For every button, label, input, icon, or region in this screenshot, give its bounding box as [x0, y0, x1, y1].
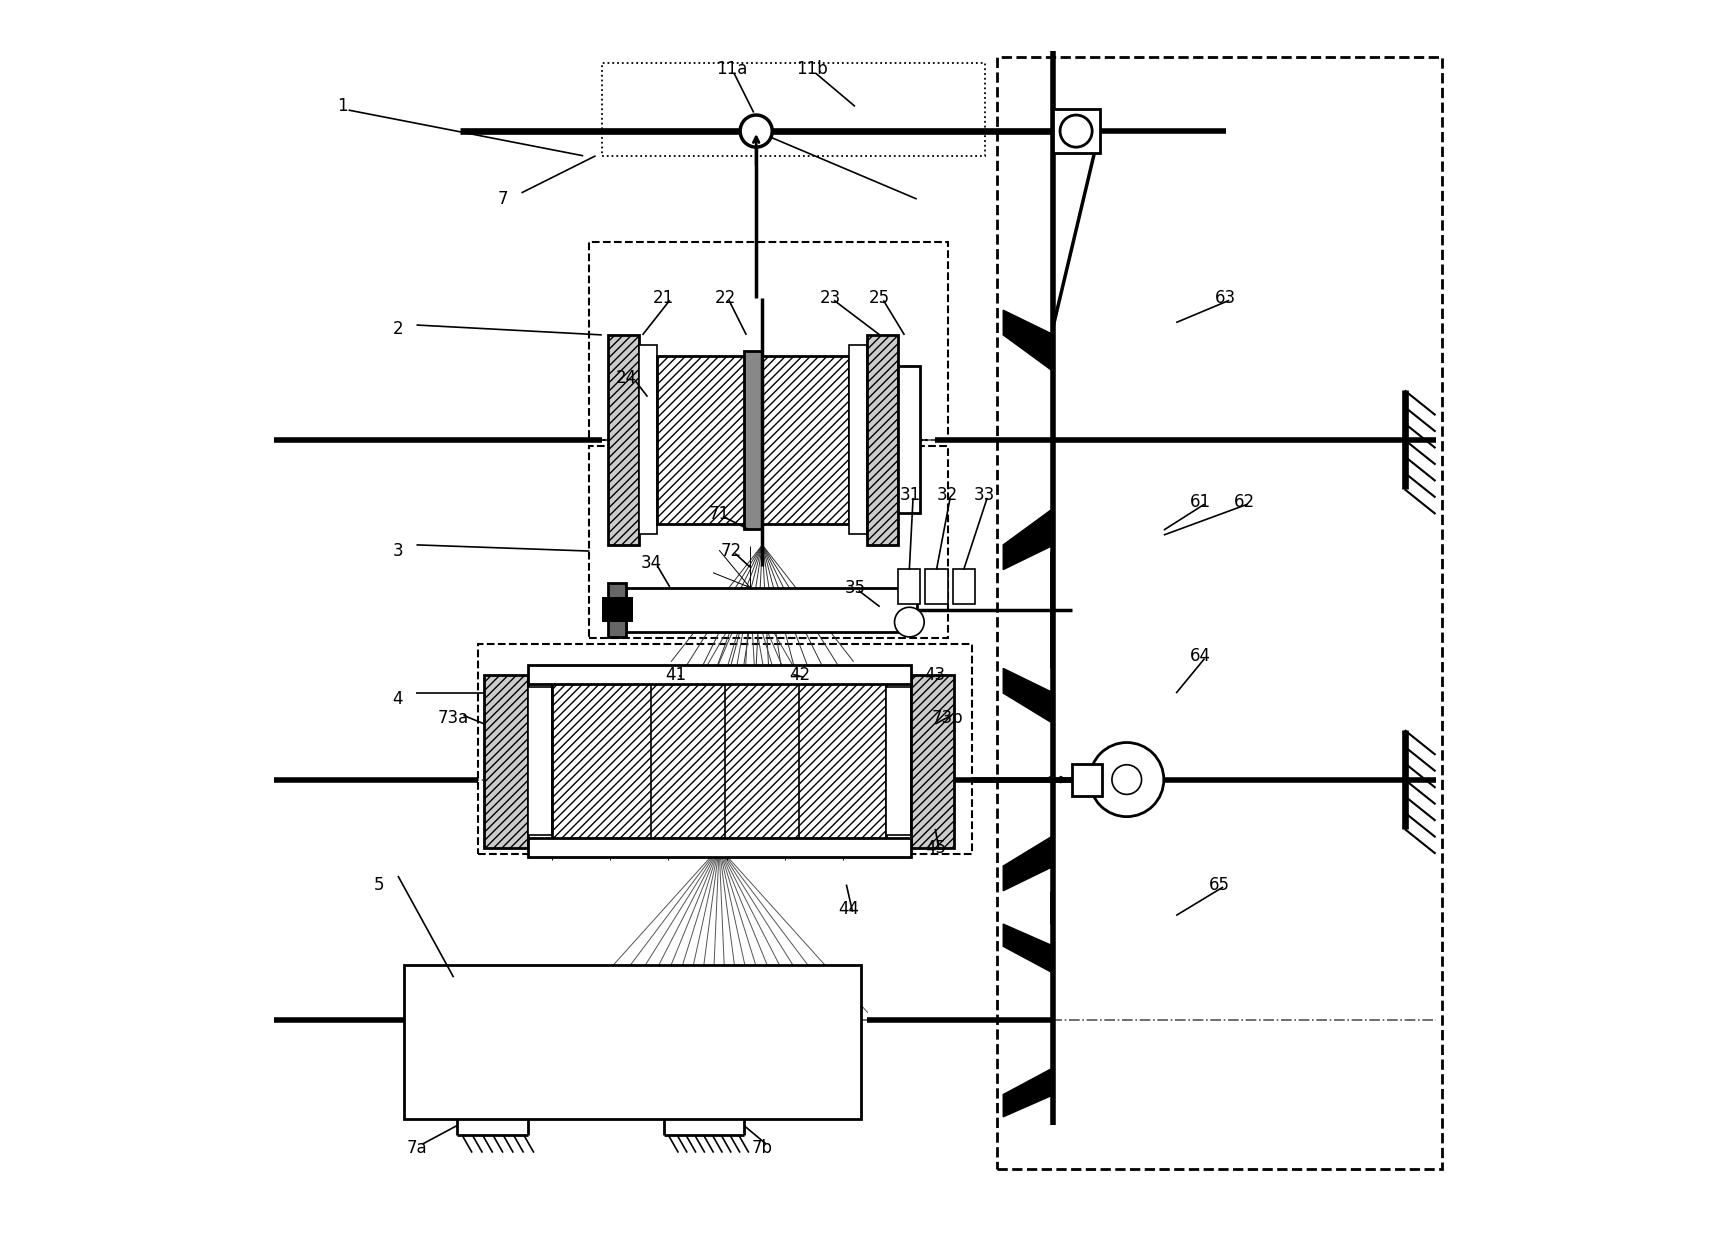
Bar: [484, 675, 528, 848]
Text: 45: 45: [925, 838, 946, 857]
Bar: [528, 687, 552, 836]
Bar: [602, 63, 985, 156]
Text: 7: 7: [498, 189, 508, 208]
Text: 65: 65: [1209, 875, 1229, 894]
Text: 34: 34: [641, 555, 662, 572]
Bar: [602, 598, 633, 621]
Text: 5: 5: [374, 875, 385, 894]
Text: 1: 1: [337, 98, 347, 115]
Polygon shape: [1004, 924, 1053, 973]
Text: 42: 42: [788, 666, 811, 683]
Bar: [528, 838, 911, 858]
Bar: [898, 366, 920, 514]
Text: 64: 64: [1190, 647, 1211, 665]
Bar: [997, 57, 1442, 1169]
Bar: [911, 675, 954, 848]
Text: 71: 71: [708, 505, 730, 522]
Circle shape: [1060, 115, 1093, 147]
Text: 2: 2: [393, 319, 404, 338]
Text: 4: 4: [393, 691, 404, 708]
Polygon shape: [1004, 311, 1053, 371]
Text: 3: 3: [393, 542, 404, 560]
Text: 61: 61: [1190, 493, 1211, 510]
Bar: [657, 355, 848, 524]
Bar: [609, 583, 626, 636]
Polygon shape: [1004, 1067, 1053, 1117]
Text: 62: 62: [1233, 493, 1255, 510]
Bar: [590, 446, 947, 638]
Bar: [590, 243, 947, 439]
Circle shape: [740, 115, 773, 147]
Bar: [640, 345, 657, 535]
Text: 24: 24: [616, 369, 638, 387]
Circle shape: [1089, 743, 1165, 817]
Text: 43: 43: [925, 666, 946, 683]
Text: 11a: 11a: [716, 61, 747, 78]
Bar: [744, 350, 763, 529]
Bar: [1053, 109, 1100, 154]
Text: 22: 22: [715, 288, 735, 307]
Text: 31: 31: [899, 487, 922, 504]
Text: 63: 63: [1216, 288, 1236, 307]
Text: 7b: 7b: [752, 1139, 773, 1156]
Bar: [404, 964, 862, 1119]
Text: 44: 44: [838, 900, 860, 919]
Text: 35: 35: [845, 579, 865, 597]
Text: 23: 23: [819, 288, 841, 307]
Bar: [552, 681, 886, 842]
Bar: [609, 335, 640, 545]
Bar: [886, 687, 911, 836]
Text: 41: 41: [665, 666, 686, 683]
Polygon shape: [1004, 836, 1053, 891]
Text: 25: 25: [869, 288, 891, 307]
Bar: [528, 665, 911, 685]
Circle shape: [1112, 765, 1142, 795]
Text: 73a: 73a: [438, 709, 469, 727]
Text: 7a: 7a: [407, 1139, 428, 1156]
Text: 73b: 73b: [932, 709, 963, 727]
Polygon shape: [1004, 669, 1053, 724]
Bar: [848, 345, 867, 535]
Text: 32: 32: [937, 487, 958, 504]
Bar: [867, 335, 898, 545]
Text: 11b: 11b: [795, 61, 828, 78]
Polygon shape: [1004, 508, 1053, 569]
Circle shape: [894, 608, 923, 636]
Bar: [952, 569, 975, 604]
Text: 72: 72: [722, 542, 742, 560]
Text: 21: 21: [653, 288, 674, 307]
Text: 33: 33: [975, 487, 995, 504]
Bar: [925, 569, 947, 604]
Bar: [626, 588, 917, 631]
Bar: [479, 644, 973, 854]
Bar: [898, 569, 920, 604]
Bar: [1072, 764, 1101, 796]
